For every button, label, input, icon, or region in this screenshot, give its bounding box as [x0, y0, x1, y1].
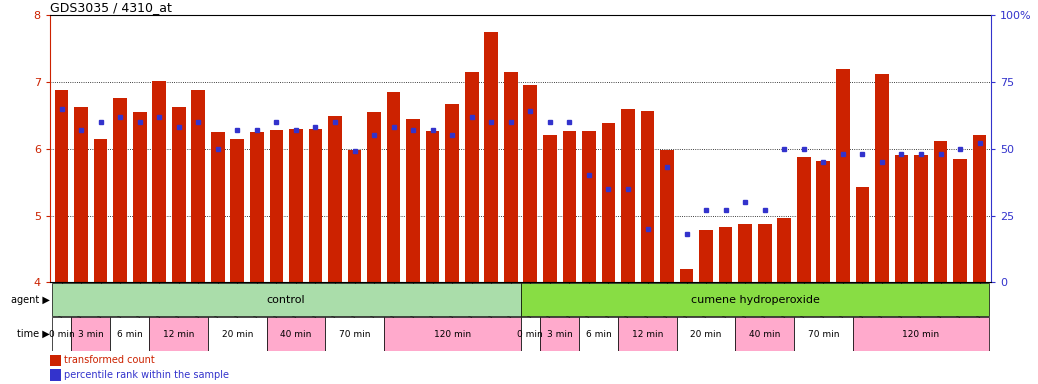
Bar [677, 318, 735, 351]
Bar [485, 32, 498, 282]
Bar [758, 224, 771, 282]
Bar [777, 217, 791, 282]
Bar [953, 159, 966, 282]
Text: 0 min: 0 min [49, 329, 75, 339]
Bar [914, 155, 928, 282]
Bar [582, 131, 596, 282]
Text: percentile rank within the sample: percentile rank within the sample [64, 370, 229, 380]
Text: cumene hydroperoxide: cumene hydroperoxide [690, 295, 819, 305]
Bar [602, 123, 616, 282]
Bar [250, 132, 264, 282]
Bar [973, 136, 986, 282]
Bar [680, 269, 693, 282]
Text: control: control [267, 295, 305, 305]
Bar [817, 161, 830, 282]
Bar [72, 318, 110, 351]
Text: 6 min: 6 min [585, 329, 611, 339]
Text: 70 min: 70 min [338, 329, 371, 339]
Text: 3 min: 3 min [547, 329, 573, 339]
Bar [290, 129, 303, 282]
Bar [149, 318, 208, 351]
Text: 20 min: 20 min [690, 329, 721, 339]
Bar [267, 318, 325, 351]
Bar [579, 318, 619, 351]
Bar [133, 112, 146, 282]
Bar [933, 141, 948, 282]
Bar [325, 318, 384, 351]
Bar [348, 150, 361, 282]
Bar [521, 283, 989, 316]
Bar [797, 157, 811, 282]
Bar [895, 156, 908, 282]
Bar [191, 90, 206, 282]
Bar [619, 318, 677, 351]
Text: 12 min: 12 min [163, 329, 194, 339]
Text: 40 min: 40 min [280, 329, 311, 339]
Bar [523, 85, 537, 282]
Bar [700, 230, 713, 282]
Bar [855, 187, 869, 282]
Bar [738, 224, 752, 282]
Bar [794, 318, 852, 351]
Bar [445, 104, 459, 282]
Bar [426, 131, 439, 282]
Bar [208, 318, 267, 351]
Bar [640, 111, 654, 282]
Bar [230, 139, 244, 282]
Bar [153, 81, 166, 282]
Bar [836, 69, 850, 282]
Bar [718, 227, 733, 282]
Bar [875, 74, 889, 282]
Bar [563, 131, 576, 282]
Text: 12 min: 12 min [632, 329, 663, 339]
Text: 20 min: 20 min [222, 329, 253, 339]
Bar [172, 107, 186, 282]
Bar [55, 90, 69, 282]
Text: transformed count: transformed count [64, 356, 155, 366]
Bar [50, 369, 61, 381]
Text: agent ▶: agent ▶ [11, 295, 50, 305]
Bar [384, 318, 521, 351]
Bar [113, 98, 127, 282]
Bar [211, 132, 224, 282]
Text: 120 min: 120 min [434, 329, 471, 339]
Bar [93, 139, 108, 282]
Bar [50, 355, 61, 366]
Bar [540, 318, 579, 351]
Text: time ▶: time ▶ [17, 329, 50, 339]
Bar [328, 116, 342, 282]
Bar [521, 318, 540, 351]
Text: 40 min: 40 min [749, 329, 781, 339]
Bar [465, 72, 479, 282]
Bar [52, 283, 521, 316]
Bar [75, 108, 88, 282]
Bar [367, 112, 381, 282]
Bar [621, 109, 635, 282]
Bar [52, 318, 72, 351]
Bar [110, 318, 149, 351]
Bar [852, 318, 989, 351]
Text: 70 min: 70 min [808, 329, 839, 339]
Bar [308, 129, 323, 282]
Text: 3 min: 3 min [78, 329, 104, 339]
Bar [270, 130, 283, 282]
Text: 0 min: 0 min [518, 329, 543, 339]
Bar [660, 150, 674, 282]
Text: GDS3035 / 4310_at: GDS3035 / 4310_at [50, 1, 171, 14]
Text: 6 min: 6 min [117, 329, 143, 339]
Bar [504, 72, 518, 282]
Bar [406, 119, 420, 282]
Bar [735, 318, 794, 351]
Text: 120 min: 120 min [902, 329, 939, 339]
Bar [387, 92, 401, 282]
Bar [543, 136, 556, 282]
